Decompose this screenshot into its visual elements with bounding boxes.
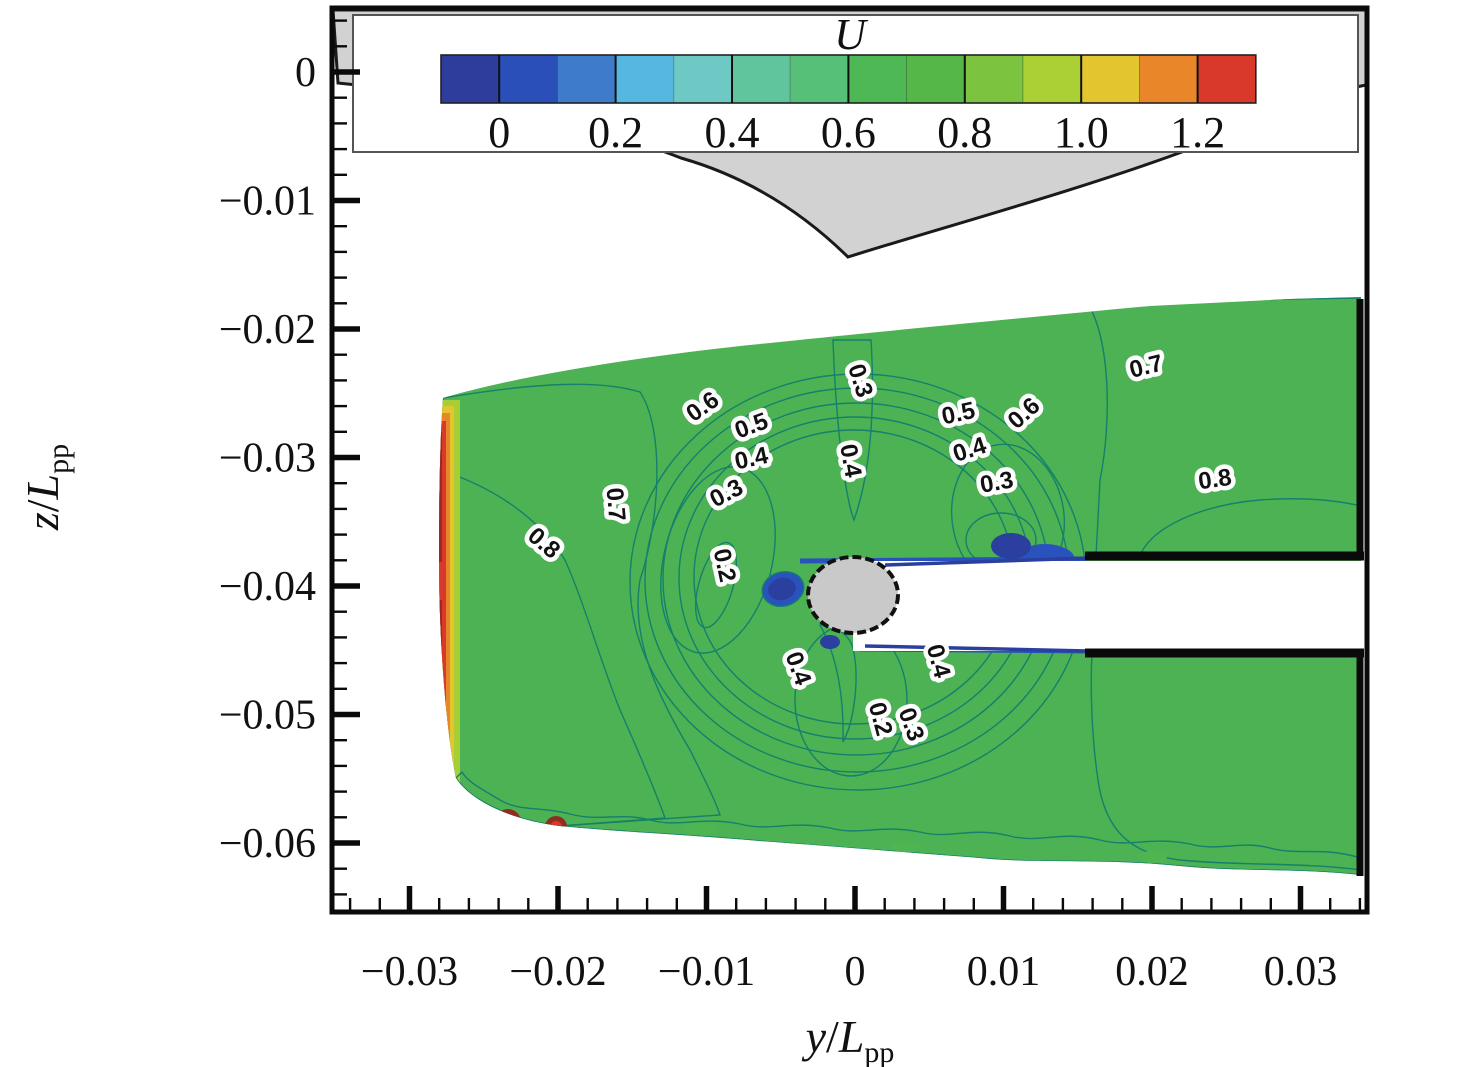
strip-1p3-a [439, 432, 442, 562]
x-axis-tick-labels: −0.03 −0.02 −0.01 0 0.01 0.02 0.03 [361, 949, 1337, 995]
axis-ticks [332, 19, 1362, 912]
colorbar-tick-labels: 0 0.2 0.4 0.6 0.8 1.0 1.2 [488, 108, 1225, 157]
trim-island-3 [1137, 851, 1167, 863]
colorbar-band [789, 54, 849, 104]
navy-spot-below-hub [820, 635, 840, 649]
colorbar-tick-label: 1.0 [1054, 108, 1109, 157]
navy-spot-left-of-hub [768, 577, 796, 601]
band-0p7-right-lower [1090, 651, 1361, 871]
wake-strip-above-hub [832, 339, 874, 522]
wake-lobe-left-0p2-0p3 [660, 466, 776, 654]
colorbar-band [1080, 54, 1140, 104]
strip-1p2 [439, 421, 446, 721]
colorbar-legend: U 0 0.2 0.4 0.6 0.8 1.0 1.2 [352, 10, 1359, 157]
shaft-white-band [853, 561, 1362, 651]
colorbar-band [615, 54, 675, 104]
wake-core-left [694, 541, 738, 629]
y-tick-label: −0.05 [219, 693, 316, 739]
contour-label: 0.3 [978, 466, 1016, 498]
strip-1p3-b [439, 600, 442, 700]
x-tick-label: −0.03 [361, 949, 458, 995]
colorbar-tick-label: 1.2 [1170, 108, 1225, 157]
band-0p8-right [1139, 498, 1361, 557]
colorbar-band [1139, 54, 1199, 104]
colorbar-band [964, 54, 1024, 104]
navy-spot-right-lobe [991, 533, 1031, 559]
colorbar-blocks [440, 54, 1257, 104]
colorbar-tick-label: 0.6 [821, 108, 876, 157]
colorbar-tick-label: 0.4 [705, 108, 760, 157]
x-tick-label: −0.02 [509, 949, 606, 995]
y-tick-label: 0 [295, 50, 316, 96]
colorbar-band [731, 54, 791, 104]
colorbar-tick-label: 0.8 [937, 108, 992, 157]
red-notch-2-inner [550, 821, 562, 833]
bilge-high-speed-strip [439, 400, 460, 798]
y-axis-title: z/Lpp [17, 444, 75, 531]
trim-island-1 [684, 823, 716, 835]
y-tick-label: −0.01 [219, 179, 316, 225]
x-axis-title: y/Lpp [802, 1011, 895, 1067]
x-tick-label: −0.01 [658, 949, 755, 995]
colorbar-tick-label: 0.2 [588, 108, 643, 157]
colorbar-band [848, 54, 908, 104]
x-tick-label: 0.03 [1264, 949, 1338, 995]
colorbar-tick-label: 0 [488, 108, 510, 157]
colorbar-band [440, 54, 500, 104]
colorbar-band [557, 54, 617, 104]
y-axis-tick-labels: 0 −0.01 −0.02 −0.03 −0.04 −0.05 −0.06 [219, 50, 316, 867]
colorbar-title: U [834, 10, 869, 59]
wake-core-plume [818, 624, 857, 743]
y-tick-label: −0.03 [219, 436, 316, 482]
y-tick-label: −0.04 [219, 564, 316, 610]
contour-label: 0.7 [601, 487, 631, 523]
trim-island-2 [891, 842, 919, 852]
x-tick-label: 0.01 [967, 949, 1041, 995]
shaft-band [853, 299, 1364, 876]
propeller-hub [806, 555, 900, 635]
y-tick-label: −0.02 [219, 307, 316, 353]
red-notch-1-inner [501, 815, 515, 829]
contour-label: 0.8 [1197, 464, 1234, 495]
shaft-bottom-navy-line [864, 644, 1089, 653]
y-tick-label: −0.06 [219, 821, 316, 867]
colorbar-band [673, 54, 733, 104]
x-tick-label: 0.02 [1115, 949, 1189, 995]
colorbar-band [1197, 54, 1257, 104]
shaft-top-navy-line [884, 556, 1089, 567]
colorbar-band [906, 54, 966, 104]
colorbar-band [1022, 54, 1082, 104]
colorbar-band [498, 54, 558, 104]
x-tick-label: 0 [845, 949, 866, 995]
